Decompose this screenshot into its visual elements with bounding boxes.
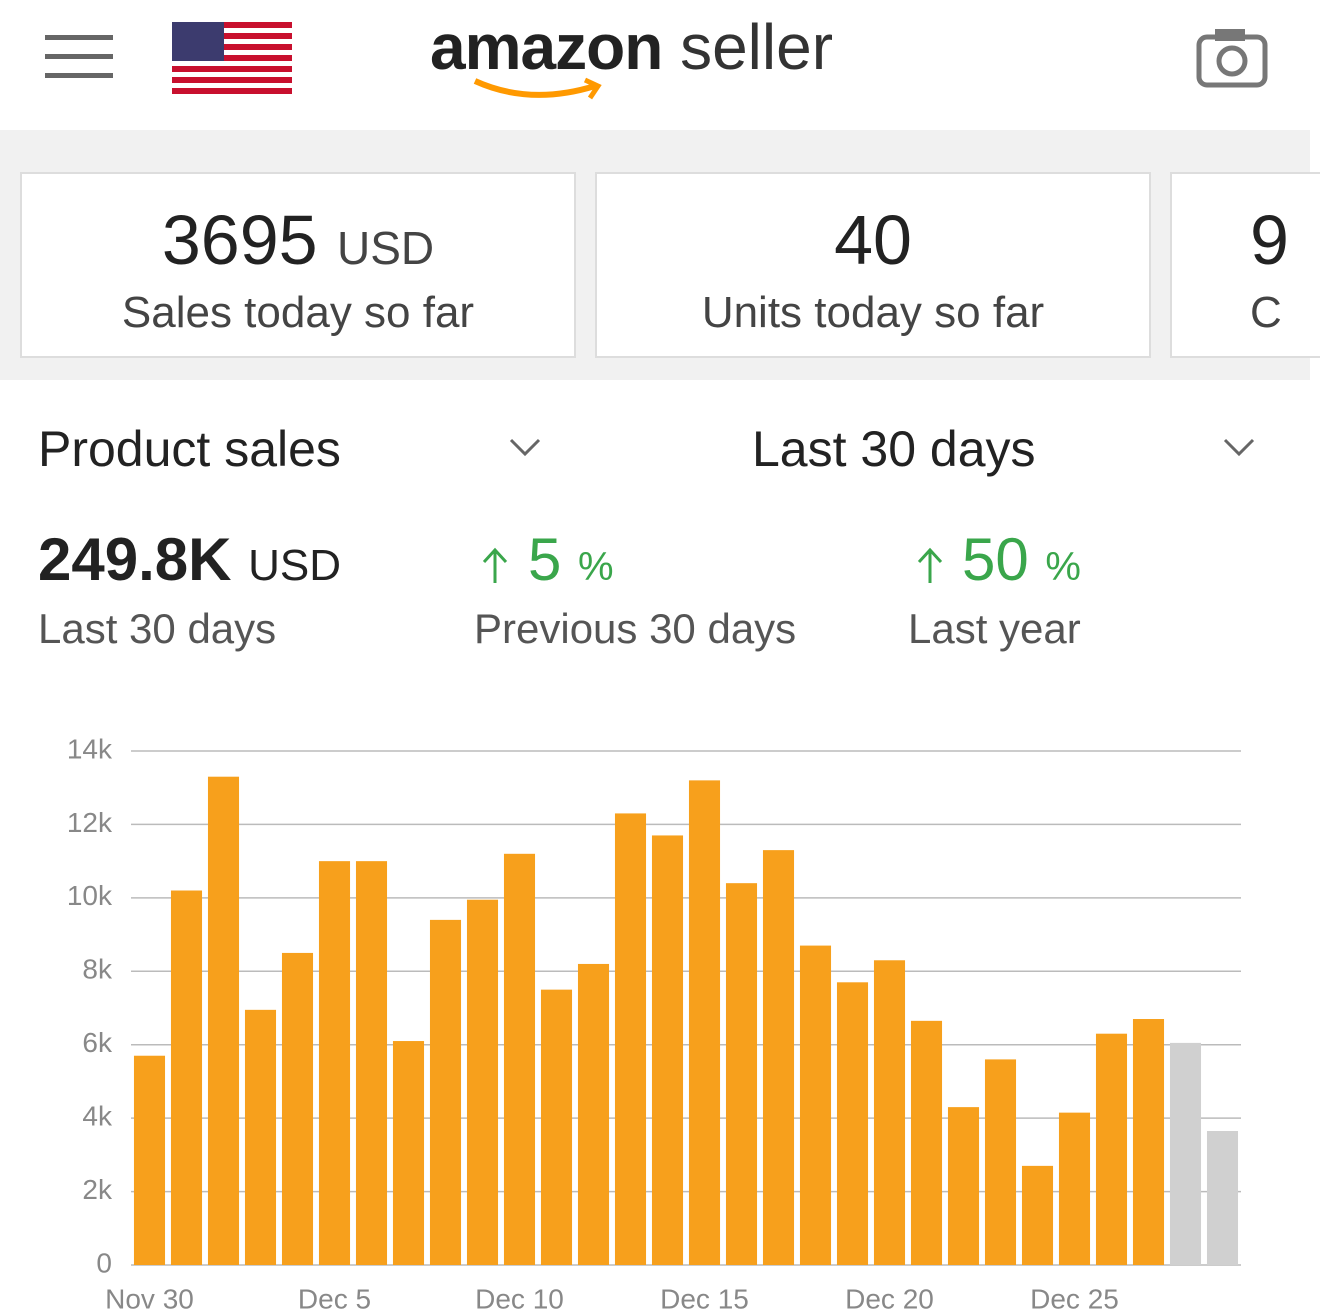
flag-icon[interactable] — [172, 22, 292, 94]
x-tick-label: Dec 25 — [1030, 1283, 1119, 1314]
bar — [133, 1055, 166, 1265]
bar — [281, 952, 314, 1265]
stat-label: Last year — [908, 605, 1081, 652]
x-tick-label: Dec 20 — [845, 1283, 934, 1314]
bar — [836, 982, 869, 1265]
stat-unit: USD — [248, 541, 342, 590]
bar — [355, 861, 388, 1265]
bar — [910, 1020, 943, 1265]
card[interactable]: 40 Units today so far — [595, 172, 1151, 358]
stat-value: 249.8K USD — [38, 525, 341, 594]
card-label: Sales today so far — [121, 288, 475, 337]
card-value: 40 — [834, 201, 912, 279]
y-tick-label: 8k — [82, 954, 113, 985]
y-tick-label: 10k — [67, 880, 113, 911]
card-value: 9 — [1250, 201, 1289, 279]
stat-label: Last 30 days — [38, 605, 277, 652]
bar — [318, 861, 351, 1265]
bar — [984, 1059, 1017, 1265]
bar — [762, 850, 795, 1265]
bar — [429, 919, 462, 1265]
bar — [614, 813, 647, 1265]
logo-smile — [473, 77, 602, 100]
y-tick-label: 12k — [67, 807, 113, 838]
chevron — [509, 438, 541, 457]
bar — [873, 960, 906, 1265]
menu-icon[interactable] — [40, 30, 120, 85]
x-tick-label: Dec 10 — [475, 1283, 564, 1314]
camera-icon[interactable] — [1195, 25, 1270, 90]
stat-number: 50 — [962, 526, 1029, 593]
stat-label: Previous 30 days — [474, 605, 797, 652]
stat-unit: % — [1045, 545, 1081, 589]
bar — [1132, 1019, 1165, 1265]
bar — [799, 945, 832, 1265]
up-arrow — [917, 547, 943, 583]
chart: 0 2k 4k 6k 8k 10k 12k 14k Nov 30 Dec 5 Dec 10 Dec 1… — [67, 733, 1241, 1314]
bar — [1206, 1130, 1239, 1265]
bar — [577, 963, 610, 1265]
bar — [1169, 1042, 1202, 1265]
card[interactable]: 3695 USD Sales today so far — [20, 172, 576, 358]
y-tick-label: 14k — [67, 733, 113, 764]
y-tick-label: 4k — [82, 1101, 113, 1132]
bar — [503, 853, 536, 1265]
bar — [244, 1009, 277, 1265]
y-tick-label: 0 — [96, 1247, 112, 1278]
bar — [207, 776, 240, 1265]
metric-selector[interactable]: Product sales — [38, 421, 341, 477]
x-tick-label: Dec 15 — [660, 1283, 749, 1314]
stat-unit: % — [578, 545, 614, 589]
bar — [1058, 1112, 1091, 1265]
bar — [1095, 1033, 1128, 1265]
x-tick-label: Nov 30 — [105, 1283, 194, 1314]
card-label: Units today so far — [701, 288, 1045, 337]
bar — [688, 780, 721, 1265]
period-selector[interactable]: Last 30 days — [752, 421, 1036, 477]
logo-suffix: seller — [680, 11, 833, 83]
stat-number: 249.8K — [38, 526, 232, 593]
bar — [651, 835, 684, 1265]
logo-brand: amazon — [430, 11, 663, 83]
chevron — [1223, 438, 1255, 457]
card-label: C — [1250, 288, 1282, 337]
x-tick-label: Dec 5 — [298, 1283, 371, 1314]
y-tick-label: 6k — [82, 1027, 113, 1058]
bar — [170, 890, 203, 1265]
card-unit: USD — [337, 222, 435, 274]
bar — [947, 1107, 980, 1265]
stat-value: 50 % — [962, 525, 1081, 594]
up-arrow — [482, 547, 508, 583]
logo: amazon seller — [430, 10, 833, 84]
card-value: 3695 — [161, 201, 318, 279]
bar — [466, 899, 499, 1265]
stat-value: 5 % — [528, 525, 614, 594]
bar — [392, 1041, 425, 1265]
stat-number: 5 — [528, 526, 562, 593]
bar — [1021, 1165, 1054, 1265]
bar — [725, 883, 758, 1265]
bar — [540, 989, 573, 1265]
y-tick-label: 2k — [82, 1174, 113, 1205]
